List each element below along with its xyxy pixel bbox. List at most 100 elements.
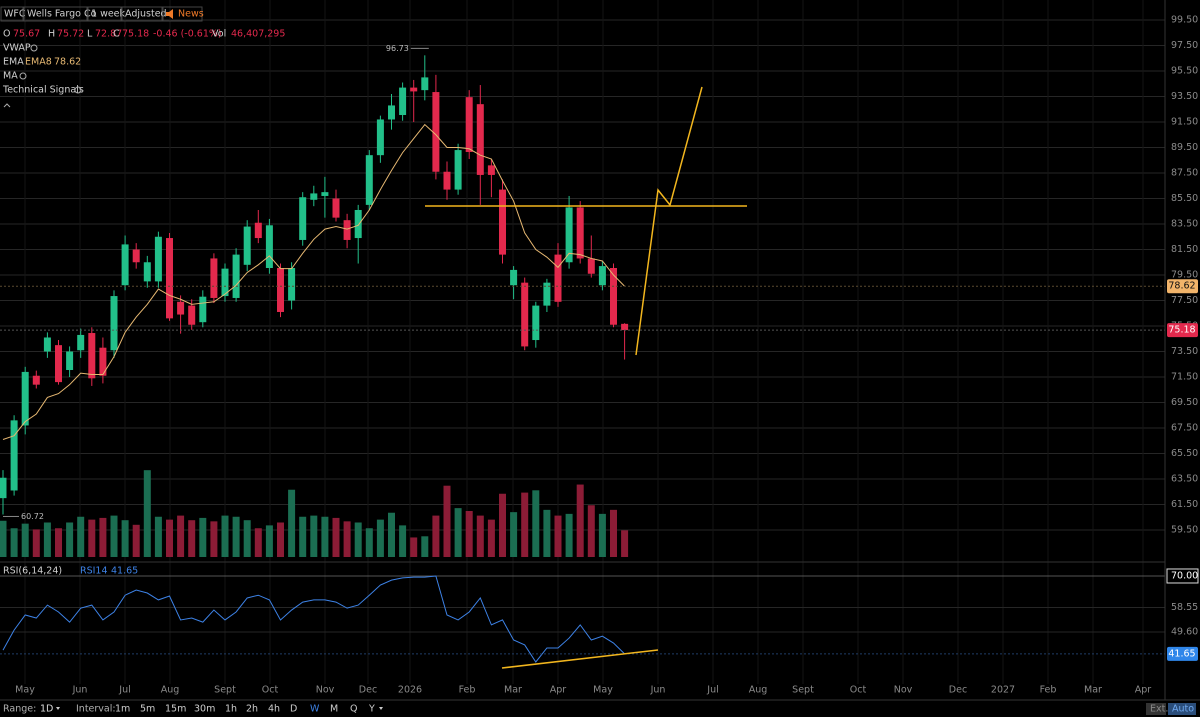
volume-bar — [610, 509, 617, 557]
symbol-box[interactable] — [0, 6, 24, 22]
volume-bar — [110, 515, 118, 557]
interval-option[interactable]: 5m — [140, 704, 155, 715]
interval-option[interactable]: W — [310, 704, 320, 715]
visibility-icon[interactable] — [30, 44, 38, 52]
high-letter: H — [48, 29, 55, 40]
y-tick-label: 61.50 — [1171, 499, 1198, 510]
candle-body — [166, 238, 173, 319]
volume-letter: Vol — [212, 29, 226, 40]
volume-bar — [343, 521, 351, 557]
y-tick-label: 95.50 — [1171, 66, 1198, 77]
candle-body — [521, 282, 529, 347]
volume-bar — [454, 508, 462, 557]
y-tick-label: 81.50 — [1171, 244, 1198, 255]
y-tick-label: 83.50 — [1171, 219, 1198, 230]
collapse-icon[interactable] — [3, 103, 11, 108]
interval-option[interactable]: 4h — [268, 704, 280, 715]
candle-body — [43, 337, 51, 352]
volume-bar — [565, 513, 573, 557]
x-tick-label: Mar — [1084, 685, 1102, 696]
ema-value: 78.62 — [54, 57, 81, 68]
volume-bar — [543, 509, 551, 557]
rsi-tick-label: 58.55 — [1171, 602, 1198, 613]
x-tick-label: Aug — [749, 685, 768, 696]
candle-layer — [0, 55, 629, 515]
candle-body — [476, 104, 484, 175]
candle-body — [154, 236, 162, 282]
candle-body — [99, 347, 107, 376]
volume-bar — [354, 522, 362, 557]
indicator[interactable]: MA — [3, 71, 18, 82]
volume-bar — [587, 505, 595, 557]
visibility-icon[interactable] — [74, 86, 82, 94]
rsi-tick-label: 49.60 — [1171, 627, 1198, 638]
indicator[interactable]: Technical Signals — [2, 85, 84, 96]
y-tick-label: 63.50 — [1171, 474, 1198, 485]
open-letter: O — [3, 29, 10, 40]
dropdown-icon — [379, 707, 383, 710]
volume-bar — [43, 522, 51, 557]
interval: 1 week — [91, 9, 126, 20]
volume-bar — [88, 519, 96, 557]
volume-bar — [432, 515, 440, 557]
interval-box[interactable] — [87, 6, 122, 22]
y-tick-label: 73.50 — [1171, 346, 1198, 357]
candle-body — [210, 258, 218, 298]
interval-option[interactable]: 1m — [115, 704, 130, 715]
interval-option[interactable]: Y — [368, 704, 375, 715]
y-tick-label: 67.50 — [1171, 423, 1198, 434]
auto-box[interactable] — [1168, 703, 1196, 715]
candle-body — [265, 225, 273, 269]
visibility-icon[interactable] — [19, 72, 27, 80]
ema-level-box — [1167, 279, 1198, 294]
x-tick-label: Jun — [650, 685, 666, 696]
interval-option[interactable]: 15m — [165, 704, 186, 715]
news-box[interactable] — [162, 6, 203, 22]
close-value: 75.18 — [122, 29, 149, 40]
volume-bar — [55, 528, 62, 557]
volume-bar — [143, 470, 151, 557]
volume-bar — [376, 519, 384, 557]
candle-body — [121, 244, 129, 286]
interval-option[interactable]: 30m — [194, 704, 215, 715]
x-tick-label: Jun — [72, 685, 88, 696]
ext-box[interactable] — [1146, 703, 1166, 715]
candle-body — [310, 193, 318, 200]
candle-body — [565, 207, 573, 263]
price-level-label: 75.18 — [1168, 325, 1195, 336]
y-tick-label: 91.50 — [1171, 117, 1198, 128]
indicator[interactable]: EMA — [3, 57, 24, 68]
interval-option[interactable]: Q — [350, 704, 357, 715]
candle-body — [188, 305, 196, 325]
high-label: 96.73 — [386, 44, 409, 53]
range[interactable]: 1D — [40, 704, 53, 715]
adjusted-box[interactable] — [121, 6, 163, 22]
rsi-level-label: 41.65 — [1168, 648, 1195, 659]
volume-bar — [254, 528, 262, 557]
x-tick-label: 2027 — [991, 685, 1015, 696]
y-tick-label: 99.50 — [1171, 15, 1198, 26]
indicator[interactable]: VWAP — [3, 43, 31, 54]
symbol: WFC — [4, 9, 26, 20]
candle-body — [243, 226, 251, 265]
volume-bar — [388, 512, 395, 557]
volume-bar — [10, 528, 18, 557]
y-tick-label: 79.50 — [1171, 270, 1198, 281]
candle-body — [254, 222, 262, 239]
y-tick-label: 71.50 — [1171, 372, 1198, 383]
change: -0.46 (-0.61%) — [153, 29, 222, 40]
volume-bar — [232, 516, 240, 557]
interval-option[interactable]: M — [330, 704, 338, 715]
candle-body — [621, 323, 629, 331]
interval-option[interactable]: 2h — [246, 704, 258, 715]
volume-bar — [554, 515, 562, 557]
interval-option[interactable]: 1h — [225, 704, 237, 715]
interval-option[interactable]: D — [290, 704, 297, 715]
x-tick-label: Nov — [894, 685, 913, 696]
volume-bar — [166, 519, 173, 557]
x-tick-label: Apr — [550, 685, 567, 696]
dropdown-icon — [56, 707, 60, 710]
x-tick-label: Dec — [949, 685, 967, 696]
volume-bar — [188, 520, 196, 557]
